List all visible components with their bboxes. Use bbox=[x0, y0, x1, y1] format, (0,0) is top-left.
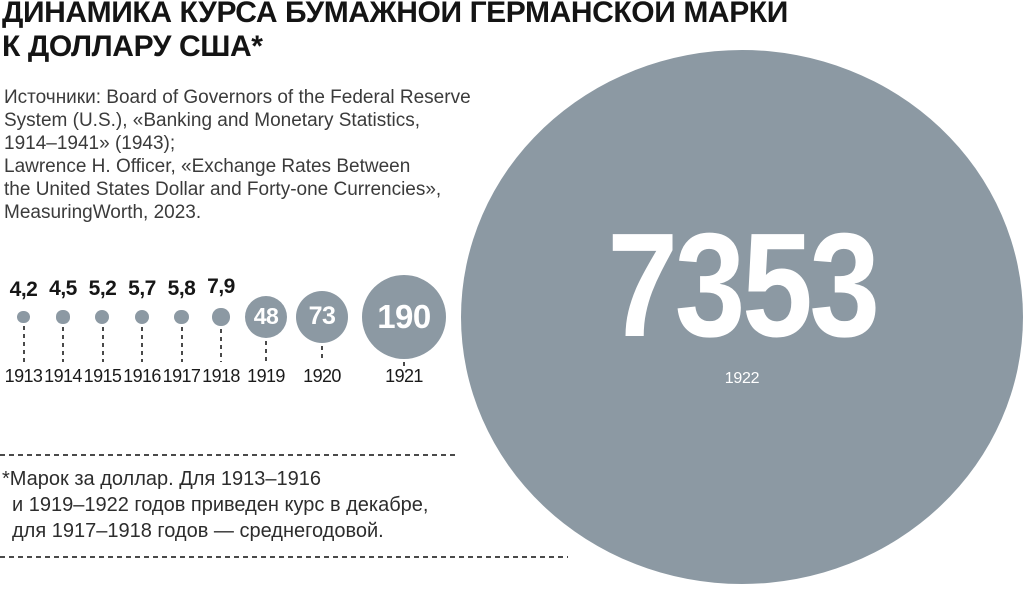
year-label-1916: 1916 bbox=[123, 366, 161, 386]
value-label-1919: 48 bbox=[253, 303, 279, 330]
bubble-1919: 48 bbox=[244, 295, 288, 339]
year-label-1918: 1918 bbox=[202, 366, 240, 386]
bubble-1913 bbox=[17, 310, 30, 324]
page-title-line1: ДИНАМИКА КУРСА БУМАЖНОЙ ГЕРМАНСКОЙ МАРКИ bbox=[2, 0, 788, 29]
divider-bottom bbox=[0, 556, 568, 558]
bubble-1914 bbox=[56, 310, 70, 324]
year-label-1914: 1914 bbox=[44, 366, 82, 386]
year-label-1913: 1913 bbox=[4, 366, 43, 386]
bubble-1920: 73 bbox=[295, 290, 349, 344]
footnote-line: *Марок за доллар. Для 1913–1916 bbox=[2, 468, 321, 490]
connector-line-1919 bbox=[265, 341, 267, 362]
value-label-1914: 4,5 bbox=[49, 277, 77, 301]
page-title-line2: К ДОЛЛАРУ США* bbox=[2, 30, 263, 63]
bubble-1921: 190 bbox=[361, 274, 447, 360]
value-label-1913: 4,2 bbox=[9, 277, 38, 301]
page-title: ДИНАМИКА КУРСА БУМАЖНОЙ ГЕРМАНСКОЙ МАРКИ… bbox=[2, 0, 788, 64]
connector-line-1916 bbox=[141, 327, 143, 362]
value-label-1922: 7353 bbox=[607, 203, 880, 368]
value-label-1921: 190 bbox=[377, 297, 431, 335]
value-label-1920: 73 bbox=[308, 302, 336, 331]
year-label-1917: 1917 bbox=[162, 366, 201, 386]
value-label-1917: 5,8 bbox=[167, 276, 196, 300]
divider-top bbox=[0, 454, 455, 456]
connector-line-1915 bbox=[101, 327, 104, 362]
connector-line-1917 bbox=[180, 327, 183, 362]
connector-line-1914 bbox=[62, 326, 64, 362]
connector-line-1918 bbox=[220, 328, 222, 362]
source-line: MeasuringWorth, 2023. bbox=[4, 202, 202, 223]
source-line: 1914–1941» (1943); bbox=[4, 133, 176, 154]
value-label-1918: 7,9 bbox=[207, 275, 235, 299]
source-line: System (U.S.), «Banking and Monetary Sta… bbox=[4, 110, 421, 131]
bubble-1916 bbox=[134, 309, 150, 325]
footnote-line: и 1919–1922 годов приведен курс в декабр… bbox=[12, 494, 429, 516]
footnote-text: *Марок за доллар. Для 1913–1916 и 1919–1… bbox=[2, 466, 428, 544]
bubble-1915 bbox=[95, 309, 110, 324]
year-label-1919: 1919 bbox=[247, 366, 285, 386]
value-label-1915: 5,2 bbox=[88, 276, 117, 300]
footnote-line: для 1917–1918 годов — среднегодовой. bbox=[12, 520, 384, 542]
bubble-1917 bbox=[174, 309, 189, 325]
connector-line-1921 bbox=[403, 362, 405, 368]
connector-line-1913 bbox=[22, 326, 25, 362]
source-line: Lawrence H. Officer, «Exchange Rates Bet… bbox=[4, 156, 411, 177]
year-label-1921: 1921 bbox=[385, 366, 423, 386]
year-label-1915: 1915 bbox=[83, 366, 122, 386]
value-label-1916: 5,7 bbox=[128, 276, 156, 300]
bubble-1922 bbox=[461, 50, 1023, 584]
sources-text: Источники: Board of Governors of the Fed… bbox=[4, 86, 471, 224]
bubble-1918 bbox=[212, 308, 230, 326]
year-label-1922: 1922 bbox=[724, 370, 760, 387]
source-line: the United States Dollar and Forty-one C… bbox=[4, 179, 442, 200]
connector-line-1920 bbox=[321, 346, 323, 362]
year-label-1920: 1920 bbox=[303, 366, 341, 386]
source-line: Источники: Board of Governors of the Fed… bbox=[4, 87, 471, 108]
